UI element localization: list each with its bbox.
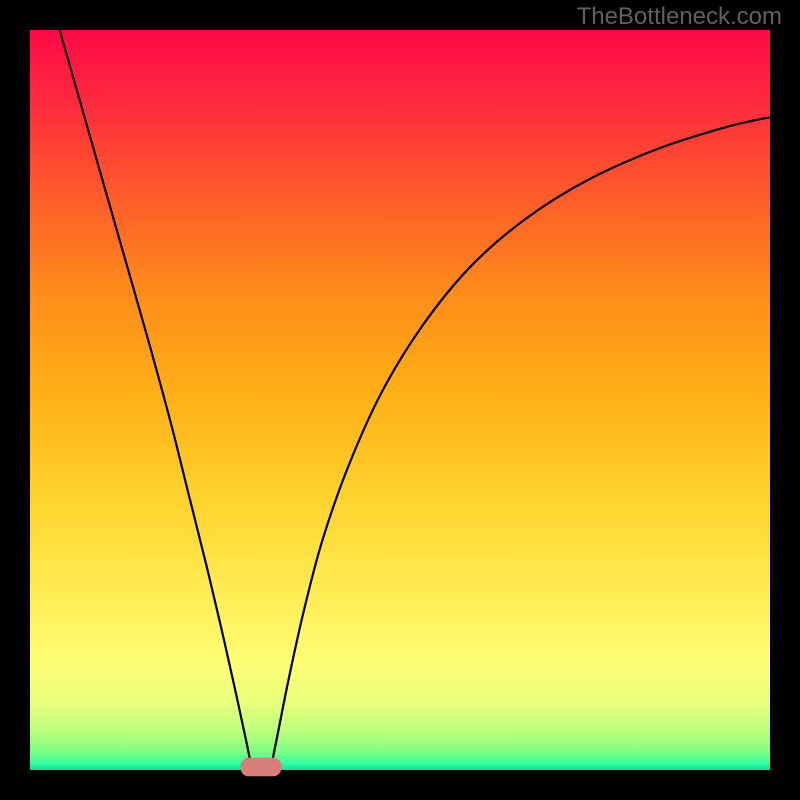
chart-stage: TheBottleneck.com xyxy=(0,0,800,800)
gradient-v-chart xyxy=(0,0,800,800)
plot-background xyxy=(30,30,770,770)
dip-marker xyxy=(241,758,282,777)
watermark-text: TheBottleneck.com xyxy=(577,3,782,31)
